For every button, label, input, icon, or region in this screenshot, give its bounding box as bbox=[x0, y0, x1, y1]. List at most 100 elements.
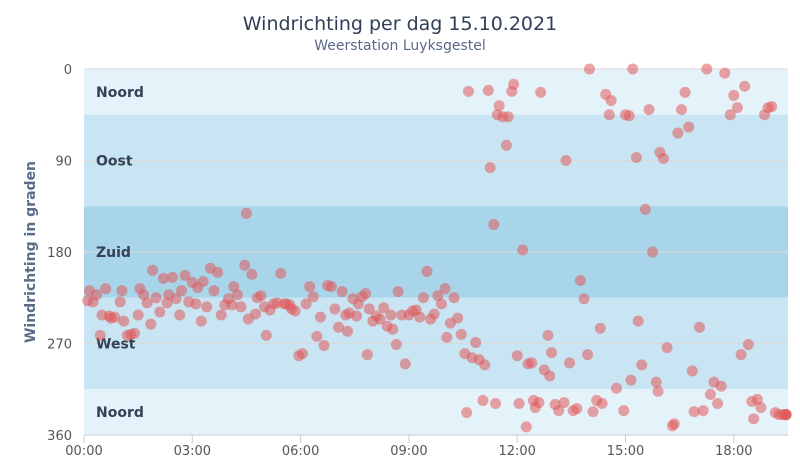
data-point bbox=[643, 104, 655, 116]
data-point bbox=[627, 63, 639, 75]
data-point bbox=[240, 207, 252, 219]
data-point bbox=[428, 308, 440, 320]
band-0 bbox=[84, 69, 788, 115]
band-label-4: Noord bbox=[96, 405, 144, 421]
data-point bbox=[351, 310, 363, 322]
data-point bbox=[712, 397, 724, 409]
data-point bbox=[558, 396, 570, 408]
data-point bbox=[421, 265, 433, 277]
data-point bbox=[239, 259, 251, 271]
data-point bbox=[611, 382, 623, 394]
data-point bbox=[688, 406, 700, 418]
data-point bbox=[452, 312, 464, 324]
band-4 bbox=[84, 389, 788, 435]
data-point bbox=[246, 268, 258, 280]
data-point bbox=[417, 292, 429, 304]
data-point bbox=[636, 359, 648, 371]
x-axis-ticks: 00:00 03:00 06:00 09:00 12:00 15:00 18:00 bbox=[65, 434, 788, 459]
data-point bbox=[435, 298, 447, 310]
data-point bbox=[630, 151, 642, 163]
data-point bbox=[399, 358, 411, 370]
data-point bbox=[249, 308, 261, 320]
data-point bbox=[479, 359, 491, 371]
data-point bbox=[742, 339, 754, 351]
data-point bbox=[441, 331, 453, 343]
data-point bbox=[361, 349, 373, 361]
data-point bbox=[647, 246, 659, 258]
data-point bbox=[728, 89, 740, 101]
data-point bbox=[336, 286, 348, 298]
data-point bbox=[652, 385, 664, 397]
data-point bbox=[594, 322, 606, 334]
data-point bbox=[517, 244, 529, 256]
data-point bbox=[325, 281, 337, 293]
data-point bbox=[141, 297, 153, 309]
data-point bbox=[500, 139, 512, 151]
x-tick-label-3: 09:00 bbox=[390, 444, 427, 459]
data-point bbox=[201, 301, 213, 313]
data-point bbox=[679, 86, 691, 98]
data-point bbox=[625, 374, 637, 386]
data-point bbox=[603, 109, 615, 121]
data-point bbox=[289, 305, 301, 317]
data-point bbox=[154, 306, 166, 318]
data-point bbox=[477, 394, 489, 406]
data-point bbox=[129, 327, 141, 339]
y-tick-label-3: 270 bbox=[47, 338, 72, 353]
data-point bbox=[697, 405, 709, 417]
data-point bbox=[583, 63, 595, 75]
data-point bbox=[553, 405, 565, 417]
data-point bbox=[132, 309, 144, 321]
data-point bbox=[100, 283, 112, 295]
data-point bbox=[190, 298, 202, 310]
x-tick-label-2: 06:00 bbox=[282, 444, 319, 459]
data-point bbox=[675, 104, 687, 116]
data-point bbox=[520, 421, 532, 433]
chart-title: Windrichting per dag 15.10.2021 bbox=[243, 13, 557, 35]
data-point bbox=[650, 376, 662, 388]
data-point bbox=[755, 402, 767, 414]
data-point bbox=[623, 110, 635, 122]
x-tick-label-0: 00:00 bbox=[65, 444, 102, 459]
data-point bbox=[296, 348, 308, 360]
data-point bbox=[208, 285, 220, 297]
data-point bbox=[275, 267, 287, 279]
data-point bbox=[715, 380, 727, 392]
data-point bbox=[462, 85, 474, 97]
data-point bbox=[560, 155, 572, 166]
data-point bbox=[333, 321, 345, 333]
data-point bbox=[542, 329, 554, 341]
data-point bbox=[360, 288, 372, 300]
data-point bbox=[546, 347, 558, 359]
data-point bbox=[390, 339, 402, 351]
data-point bbox=[235, 301, 247, 313]
data-point bbox=[212, 266, 224, 278]
x-tick-label-6: 18:00 bbox=[715, 444, 752, 459]
data-point bbox=[484, 162, 496, 174]
data-point bbox=[511, 350, 523, 362]
y-axis-label: Windrichting in graden bbox=[23, 161, 39, 343]
data-point bbox=[170, 293, 182, 305]
data-point bbox=[255, 290, 267, 302]
data-point bbox=[748, 413, 760, 425]
band-label-0: Noord bbox=[96, 85, 144, 101]
data-point bbox=[329, 303, 341, 315]
y-tick-label-2: 180 bbox=[47, 246, 72, 261]
y-tick-label-0: 0 bbox=[64, 63, 72, 78]
data-point bbox=[587, 406, 599, 418]
data-point bbox=[378, 302, 390, 314]
data-point bbox=[307, 291, 319, 303]
data-point bbox=[724, 109, 736, 121]
data-point bbox=[231, 289, 243, 301]
data-point bbox=[414, 311, 426, 323]
y-tick-label-1: 90 bbox=[55, 155, 72, 170]
data-point bbox=[661, 342, 673, 354]
data-point bbox=[94, 329, 106, 341]
data-point bbox=[470, 336, 482, 348]
data-point bbox=[174, 309, 186, 321]
data-point bbox=[564, 357, 576, 369]
data-point bbox=[260, 329, 272, 341]
data-point bbox=[582, 349, 594, 361]
data-point bbox=[374, 313, 386, 325]
data-point bbox=[461, 407, 473, 419]
